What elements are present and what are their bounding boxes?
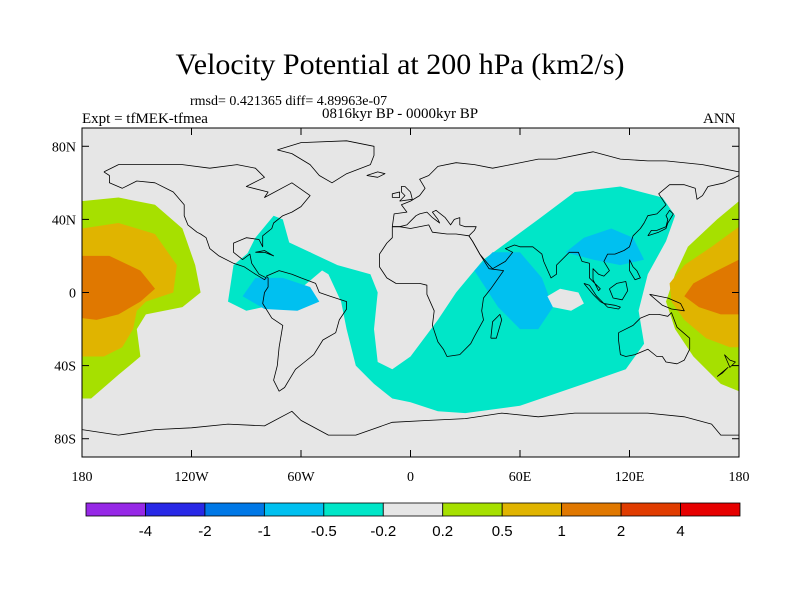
coastline-15: [366, 171, 386, 178]
colorbar-label: 2: [617, 523, 625, 540]
coastline-5: [490, 313, 503, 339]
lat-tick-label: 40N: [52, 213, 76, 228]
coastline-13: [399, 186, 413, 202]
colorbar-label: -0.2: [370, 523, 396, 540]
plot-title: Velocity Potential at 200 hPa (km2/s): [175, 48, 625, 81]
colorbar-box: [561, 502, 622, 517]
colorbar-label: -4: [139, 523, 152, 540]
coastline-18: [255, 250, 275, 257]
coastlines: [82, 140, 739, 436]
contour-region-8: [82, 255, 155, 320]
colorbar-box: [323, 502, 384, 517]
coastline-11: [647, 209, 674, 237]
colorbar-box: [620, 502, 681, 517]
lat-tick-label: 80S: [54, 433, 76, 448]
contour-region-2: [242, 277, 320, 311]
colorbar: -4 -2 -1 -0.5 -0.2 0.2 0.5 1 2 4: [85, 502, 741, 540]
lon-tick-label: 60E: [509, 470, 532, 485]
coastline-8: [603, 303, 621, 310]
coastline-0: [103, 164, 311, 281]
contour-region-4: [565, 228, 645, 266]
contour-region-11: [684, 259, 739, 315]
colorbar-label: 0.2: [432, 523, 453, 540]
lon-tick-label: 180: [729, 470, 750, 485]
colorbar-box: [204, 502, 265, 517]
colorbar-label: -0.5: [311, 523, 337, 540]
period-label: 0816kyr BP - 0000kyr BP: [322, 106, 479, 122]
contour-region-3: [474, 252, 553, 330]
coastline-17: [716, 366, 729, 377]
colorbar-box: [680, 502, 741, 517]
velocity-potential-fields: [82, 186, 739, 414]
map-axes: 180 120W 60W 0 60E 120E 180 80N 40N 0 40S 80S: [52, 128, 750, 485]
lon-tick-label: 120E: [615, 470, 645, 485]
colorbar-label: 0.5: [492, 523, 513, 540]
coastline-19: [82, 410, 739, 436]
lon-tick-label: 180: [72, 470, 93, 485]
lon-tick-label: 60W: [287, 470, 315, 485]
colorbar-box: [442, 502, 503, 517]
colorbar-box: [263, 502, 325, 517]
coastline-16: [724, 354, 736, 368]
statistics-subtitle: rmsd= 0.421365 diff= 4.89963e-07: [190, 94, 388, 109]
colorbar-box: [85, 502, 146, 517]
lon-tick-label: 0: [407, 470, 414, 485]
coastline-9: [609, 281, 629, 301]
colorbar-box: [145, 502, 206, 517]
colorbar-label: 4: [676, 523, 684, 540]
lon-tick-label: 120W: [174, 470, 209, 485]
lat-tick-label: 0: [69, 287, 76, 302]
coastline-10: [649, 293, 685, 312]
coastline-12: [629, 259, 641, 281]
experiment-label: Expt = tfMEK-tfmea: [82, 111, 208, 127]
lat-tick-label: 40S: [54, 360, 76, 375]
colorbar-label: -1: [258, 523, 271, 540]
colorbar-box: [501, 502, 563, 517]
colorbar-box: [382, 502, 444, 517]
coastline-3: [391, 151, 739, 292]
contour-region-0: [237, 186, 676, 414]
contour-region-5: [547, 288, 584, 311]
colorbar-label: -2: [198, 523, 211, 540]
coastline-1: [262, 270, 348, 392]
coastline-2: [277, 140, 375, 184]
colorbar-label: 1: [557, 523, 565, 540]
season-label: ANN: [703, 111, 736, 127]
lat-tick-label: 80N: [52, 140, 76, 155]
coastline-4: [379, 224, 505, 357]
coastline-14: [391, 191, 401, 198]
coastline-6: [618, 312, 691, 365]
